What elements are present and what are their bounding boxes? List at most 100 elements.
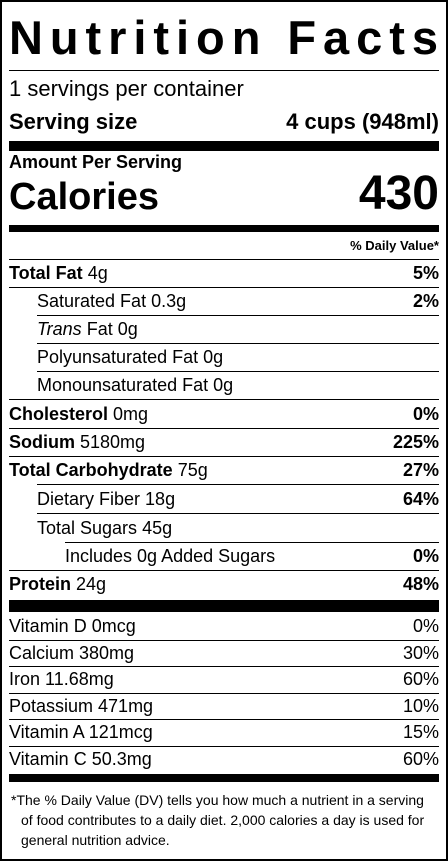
nutrient-name: Trans xyxy=(37,319,82,339)
nutrient-dv: 48% xyxy=(402,574,439,594)
nutrient-amount: 4g xyxy=(87,263,108,283)
nutrient-dv: 225% xyxy=(392,432,439,452)
nutrient-row-added-sugars: Includes 0g Added Sugars 0% xyxy=(9,546,439,567)
nutrient-amount: 18g xyxy=(145,489,176,509)
serving-size-value: 4 cups (948ml) xyxy=(286,109,439,134)
nutrient-amount: 5180mg xyxy=(80,432,146,452)
calories-row: Calories 430 xyxy=(9,165,439,221)
divider xyxy=(9,70,439,71)
nutrient-row-protein: Protein 24g 48% xyxy=(9,574,439,595)
vitamin-row-calcium: Calcium 380mg 30% xyxy=(9,643,439,664)
nutrient-name-suffix: Fat xyxy=(86,319,113,339)
vitamin-dv: 10% xyxy=(402,696,439,716)
nutrient-row-dietary-fiber: Dietary Fiber 18g 64% xyxy=(9,489,439,510)
nutrient-amount: 0g xyxy=(203,347,224,367)
nutrient-name: Total Carbohydrate xyxy=(9,460,173,480)
divider xyxy=(9,719,439,720)
nutrient-amount: 0g xyxy=(117,319,138,339)
divider xyxy=(37,484,439,485)
divider xyxy=(9,287,439,288)
divider xyxy=(37,343,439,344)
label-title: Nutrition Facts xyxy=(9,11,445,64)
nutrient-row-total-fat: Total Fat 4g 5% xyxy=(9,263,439,284)
nutrient-name: Cholesterol xyxy=(9,404,109,424)
nutrient-row-saturated-fat: Saturated Fat 0.3g 2% xyxy=(9,291,439,312)
divider xyxy=(37,513,439,514)
vitamin-row-potassium: Potassium 471mg 10% xyxy=(9,696,439,717)
nutrient-row-sodium: Sodium 5180mg 225% xyxy=(9,432,439,453)
divider xyxy=(9,746,439,747)
vitamin-dv: 60% xyxy=(402,749,439,769)
divider xyxy=(9,640,439,641)
nutrient-name: Monounsaturated Fat xyxy=(37,375,209,395)
amount-per-serving: Amount Per Serving xyxy=(9,152,439,173)
vitamin-dv: 15% xyxy=(402,722,439,742)
divider xyxy=(37,371,439,372)
nutrient-amount: 24g xyxy=(76,574,107,594)
nutrient-dv: 27% xyxy=(402,460,439,480)
divider xyxy=(65,542,439,543)
nutrient-name: Total Fat xyxy=(9,263,83,283)
nutrient-name: Sodium xyxy=(9,432,75,452)
vitamin-text: Potassium 471mg xyxy=(9,696,154,716)
nutrient-name: Protein xyxy=(9,574,72,594)
divider xyxy=(9,666,439,667)
nutrient-name: Includes 0g Added Sugars xyxy=(65,546,276,566)
vitamin-dv: 0% xyxy=(412,616,439,636)
nutrient-name: Saturated Fat xyxy=(37,291,147,311)
vitamin-dv: 60% xyxy=(402,669,439,689)
divider xyxy=(37,315,439,316)
nutrient-amount: 0mg xyxy=(113,404,149,424)
thick-divider xyxy=(9,141,439,151)
medium-divider xyxy=(9,225,439,232)
nutrient-row-total-carbohydrate: Total Carbohydrate 75g 27% xyxy=(9,460,439,481)
vitamin-text: Iron 11.68mg xyxy=(9,669,114,689)
thick-divider xyxy=(9,600,439,612)
nutrient-amount: 75g xyxy=(177,460,208,480)
divider xyxy=(9,428,439,429)
medium-divider xyxy=(9,774,439,782)
daily-value-header-text: % Daily Value* xyxy=(350,238,439,253)
vitamin-row-a: Vitamin A 121mcg 15% xyxy=(9,722,439,743)
nutrient-amount: 45g xyxy=(142,518,173,538)
calories-value: 430 xyxy=(358,167,439,220)
vitamin-text: Vitamin D 0mcg xyxy=(9,616,136,636)
divider xyxy=(9,399,439,400)
divider xyxy=(9,693,439,694)
serving-size-label: Serving size xyxy=(9,109,138,134)
amount-per-serving-label: Amount Per Serving xyxy=(9,152,183,172)
footnote-text: *The % Daily Value (DV) tells you how mu… xyxy=(11,792,425,848)
calories-label: Calories xyxy=(9,176,159,218)
nutrient-name: Polyunsaturated Fat xyxy=(37,347,199,367)
divider xyxy=(9,456,439,457)
vitamin-text: Vitamin C 50.3mg xyxy=(9,749,152,769)
vitamin-text: Vitamin A 121mcg xyxy=(9,722,153,742)
vitamin-row-c: Vitamin C 50.3mg 60% xyxy=(9,749,439,770)
nutrient-amount: 0g xyxy=(213,375,234,395)
nutrient-dv: 0% xyxy=(412,404,439,424)
nutrient-row-cholesterol: Cholesterol 0mg 0% xyxy=(9,404,439,425)
nutrient-row-monounsaturated-fat: Monounsaturated Fat 0g xyxy=(9,375,439,396)
nutrient-dv: 2% xyxy=(412,291,439,311)
vitamin-text: Calcium 380mg xyxy=(9,643,135,663)
servings-per-container: 1 servings per container xyxy=(9,76,439,102)
daily-value-header: % Daily Value* xyxy=(9,238,439,253)
nutrient-dv: 0% xyxy=(412,546,439,566)
nutrient-row-polyunsaturated-fat: Polyunsaturated Fat 0g xyxy=(9,347,439,368)
nutrient-row-trans-fat: Trans Fat 0g xyxy=(9,319,439,340)
divider xyxy=(9,570,439,571)
vitamin-row-d: Vitamin D 0mcg 0% xyxy=(9,616,439,637)
vitamin-dv: 30% xyxy=(402,643,439,663)
nutrient-amount: 0.3g xyxy=(151,291,187,311)
servings-text: 1 servings per container xyxy=(9,76,244,101)
nutrient-name: Dietary Fiber xyxy=(37,489,141,509)
vitamin-row-iron: Iron 11.68mg 60% xyxy=(9,669,439,690)
nutrient-dv: 64% xyxy=(402,489,439,509)
divider xyxy=(9,259,439,260)
serving-size-row: Serving size 4 cups (948ml) xyxy=(9,109,439,135)
footnote: *The % Daily Value (DV) tells you how mu… xyxy=(11,790,437,850)
nutrient-name: Total Sugars xyxy=(37,518,138,538)
nutrient-row-total-sugars: Total Sugars 45g xyxy=(9,518,439,539)
nutrient-dv: 5% xyxy=(412,263,439,283)
